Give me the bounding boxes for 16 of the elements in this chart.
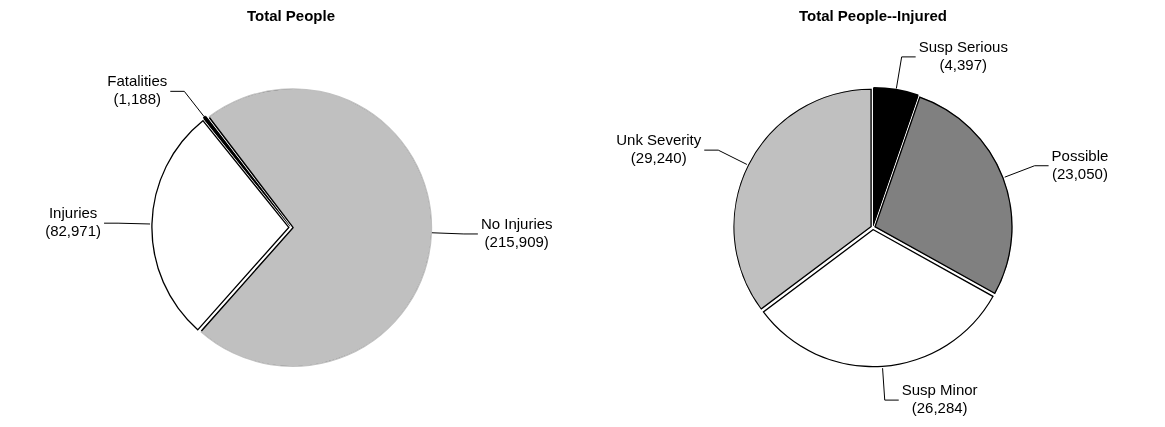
slice-label: Susp Minor [901, 381, 978, 399]
slice-label: Fatalities [107, 72, 168, 90]
slice-label: Unk Severity [616, 131, 702, 149]
slice-label: Susp Serious [918, 38, 1008, 56]
data-label: (4,397) [939, 56, 988, 74]
data-label: (215,909) [484, 233, 549, 251]
chart-title: Total People [246, 7, 336, 25]
data-label: (26,284) [911, 399, 968, 417]
data-label: (82,971) [45, 222, 102, 240]
data-label: (23,050) [1052, 164, 1108, 182]
chart-title: Total People--Injured [798, 7, 948, 25]
data-label: (1,188) [113, 90, 162, 108]
slice-label: Injuries [48, 204, 98, 222]
slice-label: No Injuries [480, 215, 553, 233]
slice-label: Possible [1051, 146, 1109, 164]
data-label: (29,240) [630, 149, 687, 167]
